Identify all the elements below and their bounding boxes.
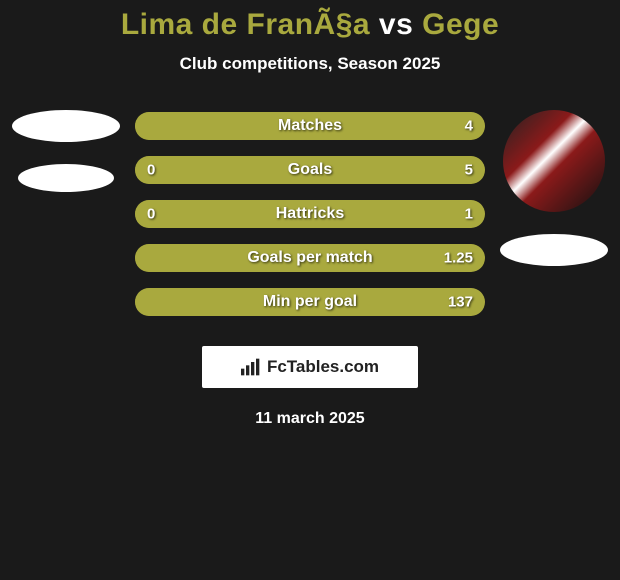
stat-label: Min per goal <box>263 293 357 311</box>
bar-chart-icon <box>241 358 261 376</box>
player2-avatar <box>503 110 605 212</box>
subtitle: Club competitions, Season 2025 <box>0 54 620 74</box>
player2-flag-placeholder <box>500 234 608 266</box>
stat-value-right: 137 <box>448 294 473 311</box>
stats-list: Matches 4 0 Goals 5 0 Hattricks 1 Goals per matc… <box>135 112 485 316</box>
player2-name: Gege <box>422 8 499 41</box>
stat-label: Goals per match <box>247 249 372 267</box>
stat-value-right: 1.25 <box>444 250 473 267</box>
branding-text: FcTables.com <box>267 357 379 377</box>
branding-badge: FcTables.com <box>202 346 418 388</box>
stat-row: 0 Hattricks 1 <box>135 200 485 228</box>
page-title: Lima de FranÃ§a vs Gege <box>0 8 620 42</box>
stat-row: Min per goal 137 <box>135 288 485 316</box>
title-vs: vs <box>379 8 413 41</box>
player2-column <box>494 110 614 266</box>
footer-date: 11 march 2025 <box>0 410 620 428</box>
stat-value-right: 1 <box>465 206 473 223</box>
stat-row: Goals per match 1.25 <box>135 244 485 272</box>
stat-value-left: 0 <box>147 162 155 179</box>
stat-value-right: 4 <box>465 118 473 135</box>
comparison-infographic: Lima de FranÃ§a vs Gege Club competition… <box>0 0 620 428</box>
player1-name: Lima de FranÃ§a <box>121 8 370 41</box>
player1-avatar-placeholder <box>12 110 120 142</box>
stat-label: Hattricks <box>276 205 344 223</box>
stat-row: Matches 4 <box>135 112 485 140</box>
stat-value-left: 0 <box>147 206 155 223</box>
player1-flag-placeholder <box>18 164 114 192</box>
player1-column <box>6 110 126 192</box>
stat-label: Goals <box>288 161 332 179</box>
stat-label: Matches <box>278 117 342 135</box>
stat-value-right: 5 <box>465 162 473 179</box>
stat-row: 0 Goals 5 <box>135 156 485 184</box>
